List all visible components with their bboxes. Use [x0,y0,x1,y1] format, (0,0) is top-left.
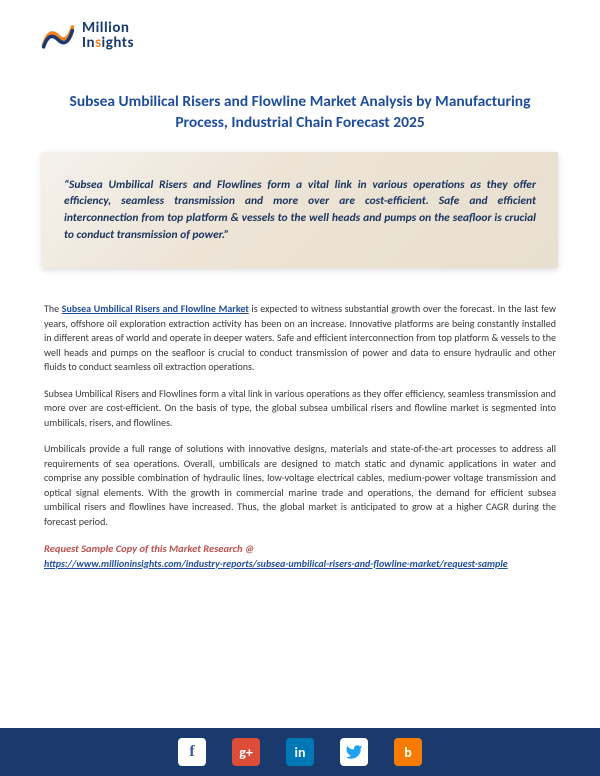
quote-box: “Subsea Umbilical Risers and Flowlines f… [42,152,558,268]
request-sample: Request Sample Copy of this Market Resea… [44,541,556,571]
logo-mark-icon [40,18,76,54]
facebook-icon[interactable]: f [178,738,206,766]
logo-line2: Insights [82,36,134,51]
paragraph-3: Umbilicals provide a full range of solut… [44,442,556,529]
quote-text: “Subsea Umbilical Risers and Flowlines f… [64,177,536,244]
request-url[interactable]: https://www.millioninsights.com/industry… [44,557,508,570]
paragraph-1: The Subsea Umbilical Risers and Flowline… [44,302,556,375]
paragraph-2: Subsea Umbilical Risers and Flowlines fo… [44,387,556,431]
page-title: Subsea Umbilical Risers and Flowline Mar… [50,92,550,134]
googleplus-icon[interactable]: g+ [232,738,260,766]
linkedin-icon[interactable]: in [286,738,314,766]
market-link[interactable]: Subsea Umbilical Risers and Flowline Mar… [62,302,249,315]
footer: f g+ in b [0,728,600,776]
request-label: Request Sample Copy of this Market Resea… [44,542,254,555]
logo-text: Million Insights [82,21,134,51]
body-content: The Subsea Umbilical Risers and Flowline… [44,302,556,583]
twitter-icon[interactable] [340,738,368,766]
logo: Million Insights [40,18,134,54]
blogger-icon[interactable]: b [394,738,422,766]
twitter-bird-icon [345,743,363,761]
